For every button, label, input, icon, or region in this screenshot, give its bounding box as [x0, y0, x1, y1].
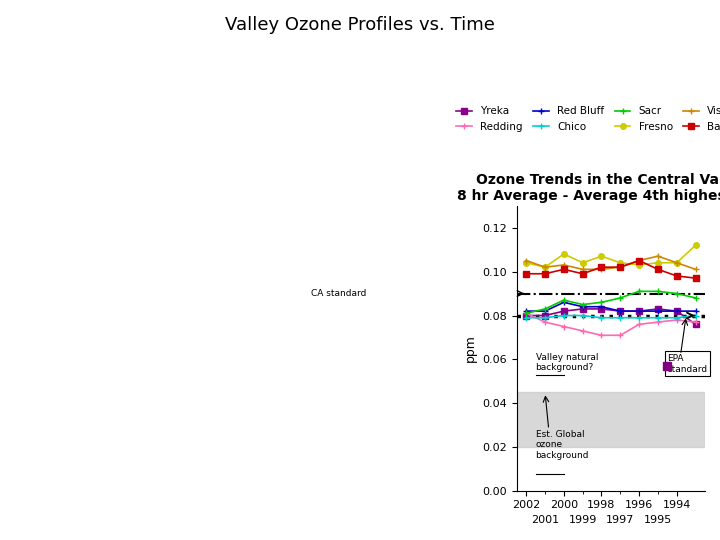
Text: EPA
standard: EPA standard: [667, 354, 708, 374]
Text: CA standard: CA standard: [311, 289, 366, 298]
Text: Valley natural
background?: Valley natural background?: [536, 353, 598, 372]
Text: Est. Global
ozone
background: Est. Global ozone background: [536, 430, 589, 460]
Y-axis label: ppm: ppm: [464, 335, 477, 362]
Title: Ozone Trends in the Central Valley
8 hr Average - Average 4th highest day: Ozone Trends in the Central Valley 8 hr …: [456, 173, 720, 203]
Legend: Yreka, Redding, Red Bluff, Chico, Sacr, Fresno, Visalia, Bakersfield: Yreka, Redding, Red Bluff, Chico, Sacr, …: [452, 102, 720, 136]
Bar: [517, 393, 705, 448]
Text: Valley Ozone Profiles vs. Time: Valley Ozone Profiles vs. Time: [225, 16, 495, 34]
